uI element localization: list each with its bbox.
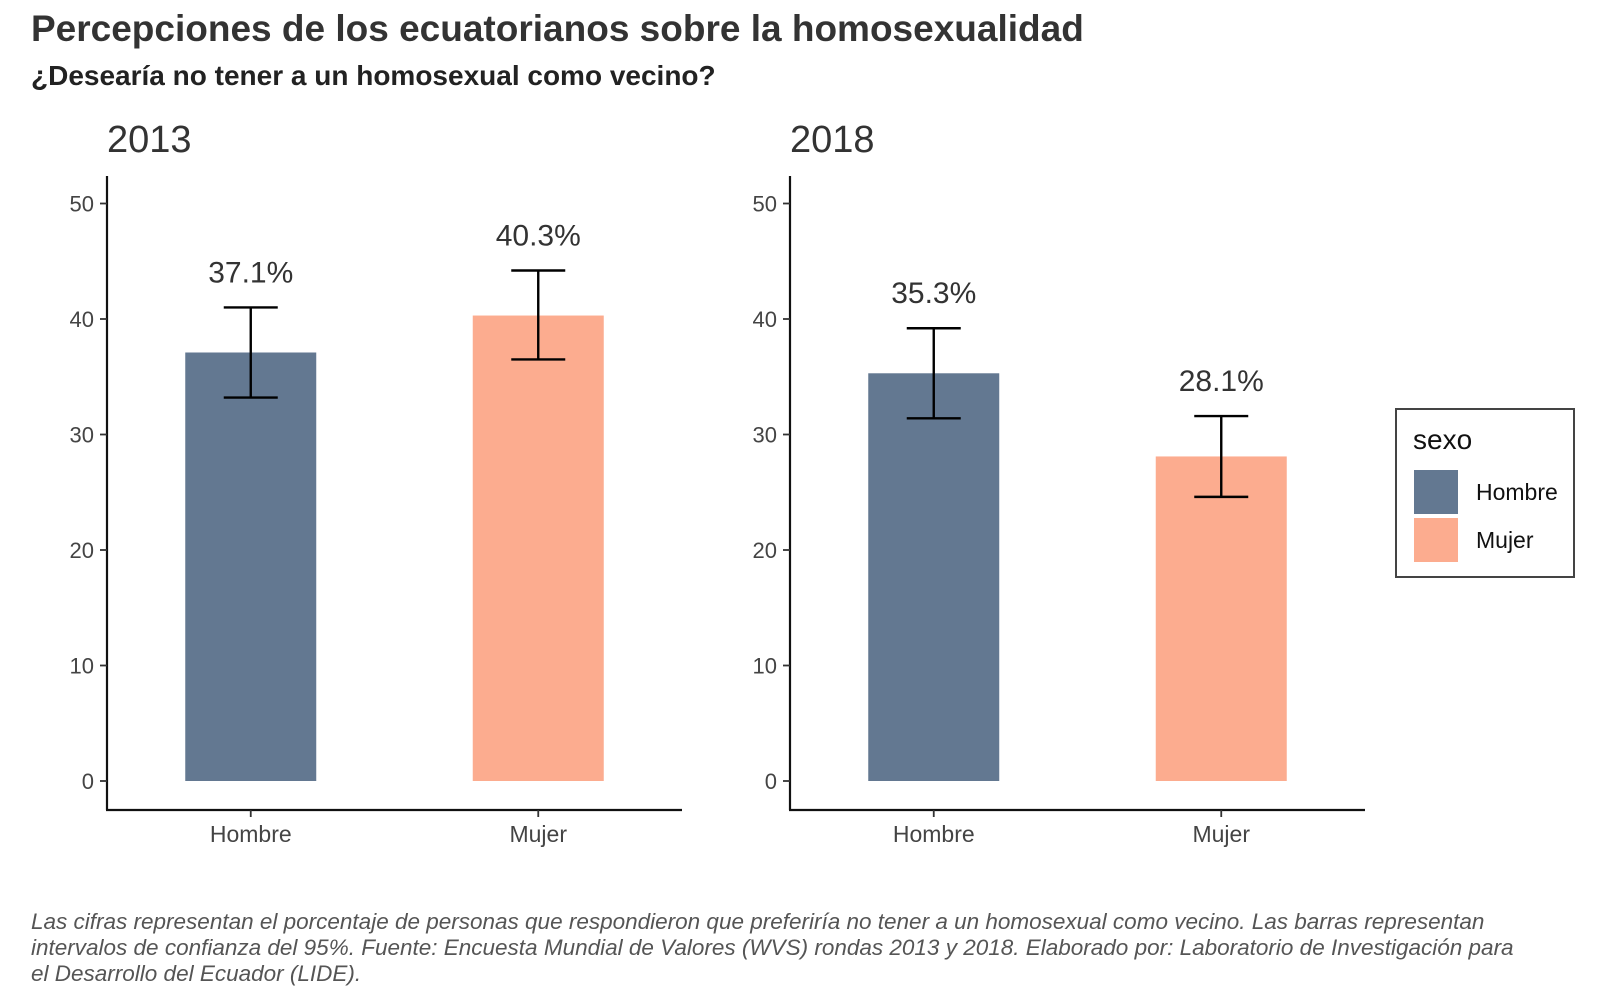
data-label-2018-mujer: 28.1% (1179, 365, 1264, 398)
legend-item-hombre: Hombre (1414, 470, 1574, 514)
data-label-2013-mujer: 40.3% (496, 219, 581, 252)
panel-title-2018: 2018 (790, 119, 875, 161)
data-label-2018-hombre: 35.3% (891, 277, 976, 310)
x-tick-label-2018-hombre: Hombre (893, 821, 975, 847)
legend-swatch-mujer (1414, 518, 1458, 562)
legend-label-mujer: Mujer (1476, 527, 1534, 553)
y-tick-label-2018-40: 40 (753, 307, 777, 332)
bar-2018-mujer (1155, 456, 1287, 781)
y-tick-label-2018-50: 50 (753, 192, 777, 217)
x-tick-label-2013-mujer: Mujer (509, 821, 567, 847)
y-tick-label-2013-30: 30 (70, 423, 94, 448)
chart-subtitle: ¿Desearía no tener a un homosexual como … (31, 60, 716, 91)
data-label-2013-hombre: 37.1% (208, 256, 293, 289)
y-tick-label-2013-20: 20 (70, 538, 94, 563)
legend-title: sexo (1413, 424, 1473, 455)
y-tick-label-2018-30: 30 (753, 423, 777, 448)
legend-label-hombre: Hombre (1476, 479, 1558, 505)
y-tick-label-2013-10: 10 (70, 654, 94, 679)
y-tick-label-2013-40: 40 (70, 307, 94, 332)
chart-caption: Las cifras representan el porcentaje de … (31, 909, 1514, 986)
panel-title-2013: 2013 (107, 119, 192, 161)
legend-swatch-hombre (1414, 470, 1458, 514)
legend-item-mujer: Mujer (1414, 518, 1574, 562)
y-tick-label-2018-0: 0 (765, 769, 777, 794)
x-tick-label-2018-mujer: Mujer (1192, 821, 1250, 847)
bar-2013-mujer (472, 315, 604, 781)
bar-2018-hombre (868, 373, 1000, 781)
bar-2013-hombre (185, 352, 317, 781)
y-tick-label-2018-20: 20 (753, 538, 777, 563)
chart-title: Percepciones de los ecuatorianos sobre l… (31, 8, 1084, 49)
x-tick-label-2013-hombre: Hombre (210, 821, 292, 847)
y-tick-label-2018-10: 10 (753, 654, 777, 679)
y-tick-label-2013-50: 50 (70, 192, 94, 217)
faceted-bar-chart: 2013 0 10 20 30 40 50 37.1% Hombre 40.3% Mujer 2018… (70, 119, 1365, 847)
legend: sexo Hombre Mujer (1395, 408, 1575, 578)
y-tick-label-2013-0: 0 (82, 769, 94, 794)
